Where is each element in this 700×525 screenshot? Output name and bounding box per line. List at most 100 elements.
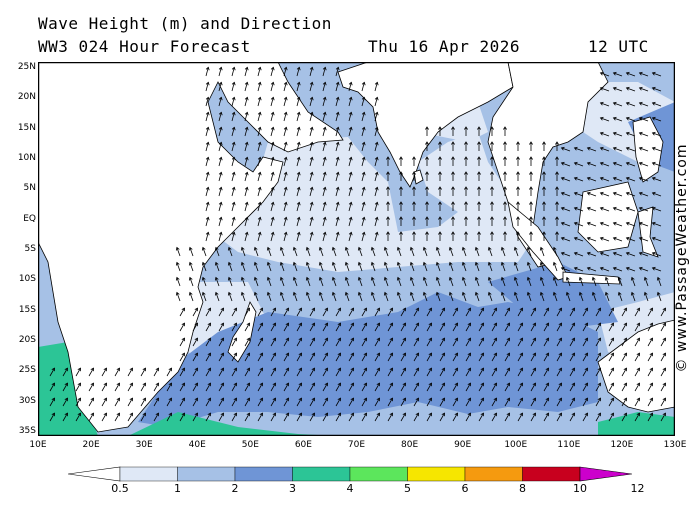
wave-arrow-head: [231, 231, 236, 236]
wave-arrow: [179, 398, 185, 407]
wave-arrow-head: [246, 307, 250, 312]
wave-arrow: [322, 112, 326, 122]
wave-arrow-head: [586, 221, 591, 226]
wave-arrow-head: [205, 171, 210, 176]
wave-arrow-head: [599, 206, 604, 211]
wave-arrow-head: [376, 307, 380, 312]
wave-arrow-head: [257, 201, 262, 206]
legend-tick: 4: [346, 482, 354, 495]
wave-arrow-head: [116, 412, 120, 417]
wave-arrow: [189, 277, 194, 287]
wave-arrow: [179, 338, 185, 347]
wave-arrow: [652, 177, 662, 182]
wave-arrow-head: [331, 276, 336, 281]
wave-arrow-head: [545, 337, 549, 342]
wave-arrow-head: [625, 176, 630, 181]
wave-arrow: [335, 323, 341, 332]
wave-arrow-head: [464, 156, 468, 160]
legend-swatch: [234, 466, 293, 482]
wave-arrow: [514, 262, 519, 272]
wave-arrow-head: [322, 186, 327, 191]
wave-arrow: [140, 413, 146, 422]
wave-arrow: [561, 237, 571, 242]
wave-arrow: [439, 353, 445, 362]
wave-arrow-head: [383, 291, 388, 296]
wave-arrow: [114, 398, 120, 407]
wave-arrow-head: [584, 397, 588, 402]
wave-arrow-head: [207, 352, 211, 357]
wave-arrow: [553, 277, 558, 287]
wave-arrow-head: [651, 86, 656, 91]
wave-arrow: [335, 338, 341, 347]
wave-arrow-head: [451, 126, 455, 130]
wave-arrow-head: [285, 322, 289, 327]
wave-arrow-head: [571, 382, 575, 387]
wave-arrow-head: [348, 186, 353, 191]
wave-arrow: [75, 398, 81, 407]
wave-arrow-head: [168, 397, 172, 402]
wave-arrow: [283, 323, 289, 332]
wave-arrow: [639, 147, 649, 152]
wave-arrow-head: [64, 367, 68, 372]
wave-arrow-head: [506, 322, 510, 327]
land-africa-arabia: [38, 62, 344, 433]
wave-arrow-head: [503, 216, 507, 220]
wave-arrow-head: [331, 246, 336, 251]
wave-arrow-head: [386, 231, 390, 235]
wave-arrow-head: [194, 352, 198, 357]
wave-arrow: [556, 308, 562, 317]
wave-arrow: [267, 292, 272, 302]
wave-arrow: [348, 308, 354, 317]
wave-arrow: [517, 413, 523, 422]
wave-arrow: [621, 413, 627, 422]
wave-arrow: [205, 353, 211, 362]
wave-arrow: [335, 398, 341, 407]
wave-arrow-head: [412, 171, 416, 175]
wave-arrow: [309, 142, 313, 152]
lon-label: 110E: [557, 440, 581, 450]
wave-arrow: [439, 413, 445, 422]
wave-arrow-head: [529, 171, 533, 175]
wave-arrow: [205, 187, 209, 197]
wave-arrow: [595, 323, 601, 332]
wave-arrow-head: [415, 352, 419, 357]
wave-arrow-head: [318, 291, 323, 296]
wave-arrow: [361, 368, 367, 377]
wave-arrow: [626, 102, 636, 107]
wave-arrow: [101, 398, 107, 407]
wave-arrow-head: [490, 171, 494, 175]
wave-arrow-head: [218, 126, 223, 131]
wave-arrow: [574, 207, 584, 212]
wave-arrow-head: [500, 291, 505, 296]
wave-arrow: [501, 262, 506, 272]
wave-arrow: [293, 292, 298, 302]
wave-arrow: [296, 82, 300, 92]
wave-arrow: [657, 277, 662, 287]
wave-arrow-head: [305, 246, 310, 251]
wave-arrow-head: [539, 246, 544, 251]
wave-arrow: [270, 67, 274, 77]
wave-arrow-head: [516, 216, 520, 220]
wave-arrow: [296, 157, 300, 167]
wave-arrow-head: [181, 307, 185, 312]
wave-arrow-head: [389, 382, 393, 387]
lon-label: 100E: [504, 440, 528, 450]
wave-arrow-head: [374, 186, 379, 191]
wave-arrow: [75, 383, 81, 392]
wave-arrow: [652, 162, 662, 167]
wave-arrow-head: [461, 291, 466, 296]
wave-arrow-head: [490, 216, 494, 220]
wave-arrow: [652, 102, 662, 107]
wave-arrow-head: [506, 307, 510, 312]
wave-arrow: [426, 323, 432, 332]
wave-arrow: [439, 323, 445, 332]
wave-arrow: [192, 353, 198, 362]
wave-arrow: [387, 413, 393, 422]
wave-arrow-head: [231, 111, 236, 116]
wave-arrow-head: [441, 352, 445, 357]
lat-label: 15N: [17, 122, 36, 133]
wave-arrow: [114, 368, 120, 377]
wave-arrow: [283, 413, 289, 422]
wave-arrow: [579, 292, 584, 302]
wave-arrow-head: [480, 367, 484, 372]
